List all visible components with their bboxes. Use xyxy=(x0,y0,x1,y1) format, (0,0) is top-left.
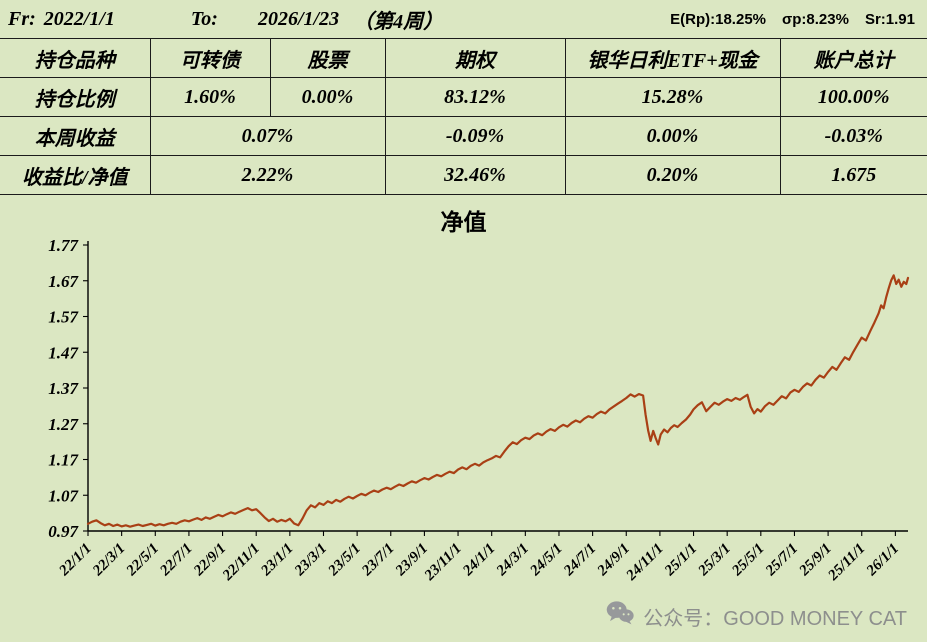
header-stock: 股票 xyxy=(269,38,386,78)
stat-expected-return: E(Rp):18.25% xyxy=(670,10,766,28)
x-tick-label: 25/11/1 xyxy=(825,541,869,585)
footer-text: 公众号：GOOD MONEY CAT xyxy=(643,607,907,630)
table-row-varieties: 持仓品种 可转债 股票 期权 银华日利ETF+现金 账户总计 xyxy=(0,38,927,78)
footer-branding: 公众号：GOOD MONEY CAT xyxy=(606,600,907,632)
from-label: Fr: xyxy=(8,7,36,30)
y-tick-label: 0.97 xyxy=(48,522,79,541)
date-range-header: Fr: 2022/1/1 To: 2026/1/23 （第4周） E(Rp):1… xyxy=(0,0,927,38)
x-tick-label: 25/1/1 xyxy=(661,541,700,580)
value-ratio-convertible: 1.60% xyxy=(149,77,271,117)
x-tick-label: 23/11/1 xyxy=(421,541,465,585)
row-label-return-ratio: 收益比/净值 xyxy=(0,155,151,195)
y-tick-label: 1.37 xyxy=(48,379,79,398)
wechat-icon xyxy=(606,600,634,632)
x-tick-label: 23/1/1 xyxy=(258,541,297,580)
x-tick-label: 24/7/1 xyxy=(560,541,599,580)
x-tick-label: 22/1/1 xyxy=(56,541,95,580)
value-net-value-total: 1.675 xyxy=(779,155,927,195)
value-return-ratio-bond-stock: 2.22% xyxy=(149,155,386,195)
header-etf-cash: 银华日利ETF+现金 xyxy=(564,38,781,78)
row-label-weekly-return: 本周收益 xyxy=(0,116,151,156)
y-tick-label: 1.47 xyxy=(48,343,79,362)
chart-title: 净值 xyxy=(440,210,487,235)
week-note: （第4周） xyxy=(353,10,444,33)
to-label: To: xyxy=(190,7,218,30)
value-ratio-stock: 0.00% xyxy=(269,77,386,117)
value-return-ratio-etf-cash: 0.20% xyxy=(564,155,781,195)
x-tick-label: 25/3/1 xyxy=(695,541,734,580)
y-tick-label: 1.67 xyxy=(48,272,79,291)
stat-sharpe-ratio: Sr:1.91 xyxy=(864,10,915,28)
table-row-weekly-return: 本周收益 0.07% -0.09% 0.00% -0.03% xyxy=(0,116,927,156)
y-tick-label: 1.07 xyxy=(48,486,79,505)
row-label-holding-ratio: 持仓比例 xyxy=(0,77,151,117)
y-tick-label: 1.57 xyxy=(48,308,79,327)
x-tick-label: 23/3/1 xyxy=(291,541,330,580)
value-weekly-return-options: -0.09% xyxy=(384,116,566,156)
row-label-variety: 持仓品种 xyxy=(0,38,151,78)
x-tick-label: 24/3/1 xyxy=(493,541,532,580)
to-date: 2026/1/23 xyxy=(257,7,340,30)
x-tick-label: 22/11/1 xyxy=(219,541,263,585)
stat-volatility: σp:8.23% xyxy=(782,10,849,28)
header-account-total: 账户总计 xyxy=(779,38,927,78)
netvalue-chart-svg: 0.97 1.07 1.17 1.27 1.37 1.47 1.57 1.67 1.77 22/1… xyxy=(48,236,910,585)
netvalue-chart: 0.97 1.07 1.17 1.27 1.37 1.47 1.57 1.67 1.77 22/1… xyxy=(0,231,927,605)
value-ratio-etf-cash: 15.28% xyxy=(564,77,781,117)
y-tick-label: 1.17 xyxy=(48,451,79,470)
value-weekly-return-bond-stock: 0.07% xyxy=(149,116,386,156)
header-convertible-bond: 可转债 xyxy=(149,38,271,78)
value-weekly-return-total: -0.03% xyxy=(779,116,927,156)
x-tick-label: 22/7/1 xyxy=(157,541,196,580)
x-tick-label: 25/5/1 xyxy=(729,541,768,580)
x-tick-label: 24/11/1 xyxy=(623,541,667,585)
netvalue-line xyxy=(86,274,910,528)
x-tick-label: 23/5/1 xyxy=(325,541,364,580)
table-row-holding-ratio: 持仓比例 1.60% 0.00% 83.12% 15.28% 100.00% xyxy=(0,77,927,117)
from-date: 2022/1/1 xyxy=(43,7,115,30)
x-tick-label: 24/1/1 xyxy=(459,541,498,580)
x-tick-label: 22/5/1 xyxy=(123,541,162,580)
table-row-return-ratio-netvalue: 收益比/净值 2.22% 32.46% 0.20% 1.675 xyxy=(0,155,927,195)
x-tick-label: 26/1/1 xyxy=(863,541,902,580)
holdings-table: 持仓品种 可转债 股票 期权 银华日利ETF+现金 账户总计 持仓比例 1.60… xyxy=(0,38,927,195)
value-ratio-options: 83.12% xyxy=(384,77,566,117)
x-tick-label: 25/7/1 xyxy=(762,541,801,580)
value-ratio-total: 100.00% xyxy=(779,77,927,117)
x-tick-label: 22/3/1 xyxy=(89,541,128,580)
value-return-ratio-options: 32.46% xyxy=(384,155,566,195)
y-tick-label: 1.27 xyxy=(48,415,79,434)
x-tick-label: 24/5/1 xyxy=(527,541,566,580)
portfolio-stats: E(Rp):18.25% σp:8.23% Sr:1.91 xyxy=(670,11,915,28)
x-tick-label: 23/7/1 xyxy=(358,541,397,580)
y-tick-label: 1.77 xyxy=(48,236,79,255)
header-options: 期权 xyxy=(384,38,566,78)
value-weekly-return-etf-cash: 0.00% xyxy=(564,116,781,156)
